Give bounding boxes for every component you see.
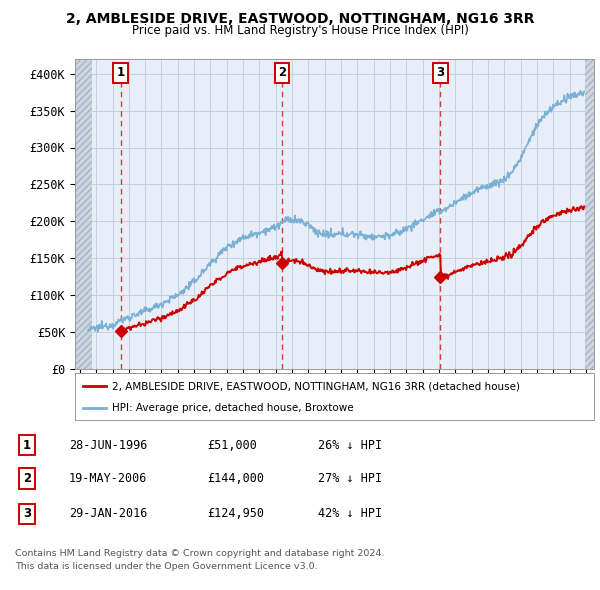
Text: 3: 3 <box>436 67 445 80</box>
Text: HPI: Average price, detached house, Broxtowe: HPI: Average price, detached house, Brox… <box>112 404 354 413</box>
Text: Contains HM Land Registry data © Crown copyright and database right 2024.: Contains HM Land Registry data © Crown c… <box>15 549 385 558</box>
Text: 19-MAY-2006: 19-MAY-2006 <box>69 472 148 485</box>
Text: 27% ↓ HPI: 27% ↓ HPI <box>318 472 382 485</box>
Text: 1: 1 <box>116 67 125 80</box>
Text: 1: 1 <box>23 439 31 452</box>
Text: 28-JUN-1996: 28-JUN-1996 <box>69 439 148 452</box>
Text: This data is licensed under the Open Government Licence v3.0.: This data is licensed under the Open Gov… <box>15 562 317 571</box>
Text: 29-JAN-2016: 29-JAN-2016 <box>69 507 148 520</box>
Text: 26% ↓ HPI: 26% ↓ HPI <box>318 439 382 452</box>
Text: £51,000: £51,000 <box>207 439 257 452</box>
Text: Price paid vs. HM Land Registry's House Price Index (HPI): Price paid vs. HM Land Registry's House … <box>131 24 469 37</box>
Bar <box>75 59 92 369</box>
Text: 2, AMBLESIDE DRIVE, EASTWOOD, NOTTINGHAM, NG16 3RR (detached house): 2, AMBLESIDE DRIVE, EASTWOOD, NOTTINGHAM… <box>112 381 520 391</box>
Text: 2: 2 <box>23 472 31 485</box>
Bar <box>584 59 594 369</box>
Text: 3: 3 <box>23 507 31 520</box>
Text: 2: 2 <box>278 67 286 80</box>
Text: £144,000: £144,000 <box>207 472 264 485</box>
Text: £124,950: £124,950 <box>207 507 264 520</box>
Text: 42% ↓ HPI: 42% ↓ HPI <box>318 507 382 520</box>
Text: 2, AMBLESIDE DRIVE, EASTWOOD, NOTTINGHAM, NG16 3RR: 2, AMBLESIDE DRIVE, EASTWOOD, NOTTINGHAM… <box>66 12 534 26</box>
